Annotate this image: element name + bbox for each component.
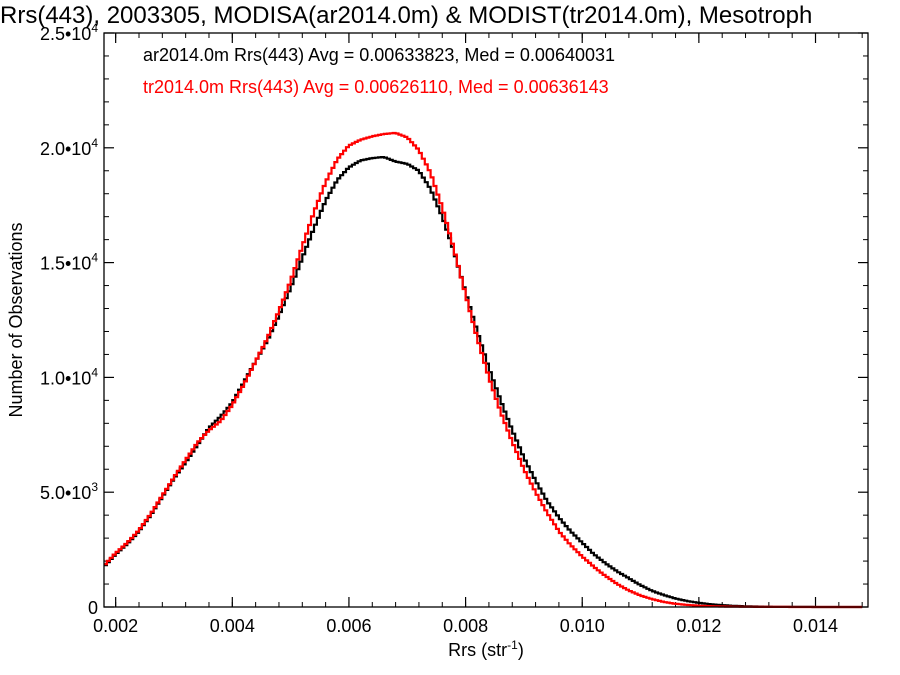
x-axis-label: Rrs (str-1) bbox=[448, 638, 524, 660]
x-tick-label: 0.014 bbox=[793, 616, 838, 636]
x-tick-label: 0.006 bbox=[326, 616, 371, 636]
series-lines bbox=[104, 131, 863, 609]
y-tick-label: 2.5•104 bbox=[40, 21, 98, 44]
chart-title: Rrs(443), 2003305, MODISA(ar2014.0m) & M… bbox=[0, 2, 813, 29]
y-tick-label: 1.5•104 bbox=[40, 251, 98, 274]
legend-entry-ar2014: ar2014.0m Rrs(443) Avg = 0.00633823, Med… bbox=[143, 45, 616, 65]
x-tick-label: 0.010 bbox=[560, 616, 605, 636]
axis-ticks: 0.002 0.004 0.006 0.008 0.010 0.012 0.014 0 5.0•… bbox=[40, 21, 868, 636]
plot-frame bbox=[103, 32, 869, 608]
y-tick-label: 5.0•103 bbox=[40, 480, 98, 503]
series-line-1 bbox=[104, 131, 863, 609]
y-tick-label: 0 bbox=[88, 598, 98, 618]
y-tick-label: 1.0•104 bbox=[40, 365, 98, 388]
x-tick-label: 0.012 bbox=[676, 616, 721, 636]
x-tick-label: 0.002 bbox=[93, 616, 138, 636]
series-line-0 bbox=[104, 156, 863, 609]
legend-entry-tr2014: tr2014.0m Rrs(443) Avg = 0.00626110, Med… bbox=[143, 77, 609, 97]
y-axis-label-text: Number of Observations bbox=[6, 222, 26, 417]
x-tick-label: 0.008 bbox=[443, 616, 488, 636]
x-tick-label: 0.004 bbox=[210, 616, 255, 636]
y-tick-label: 2.0•104 bbox=[40, 136, 98, 159]
y-axis-label: Number of Observations bbox=[6, 222, 26, 417]
